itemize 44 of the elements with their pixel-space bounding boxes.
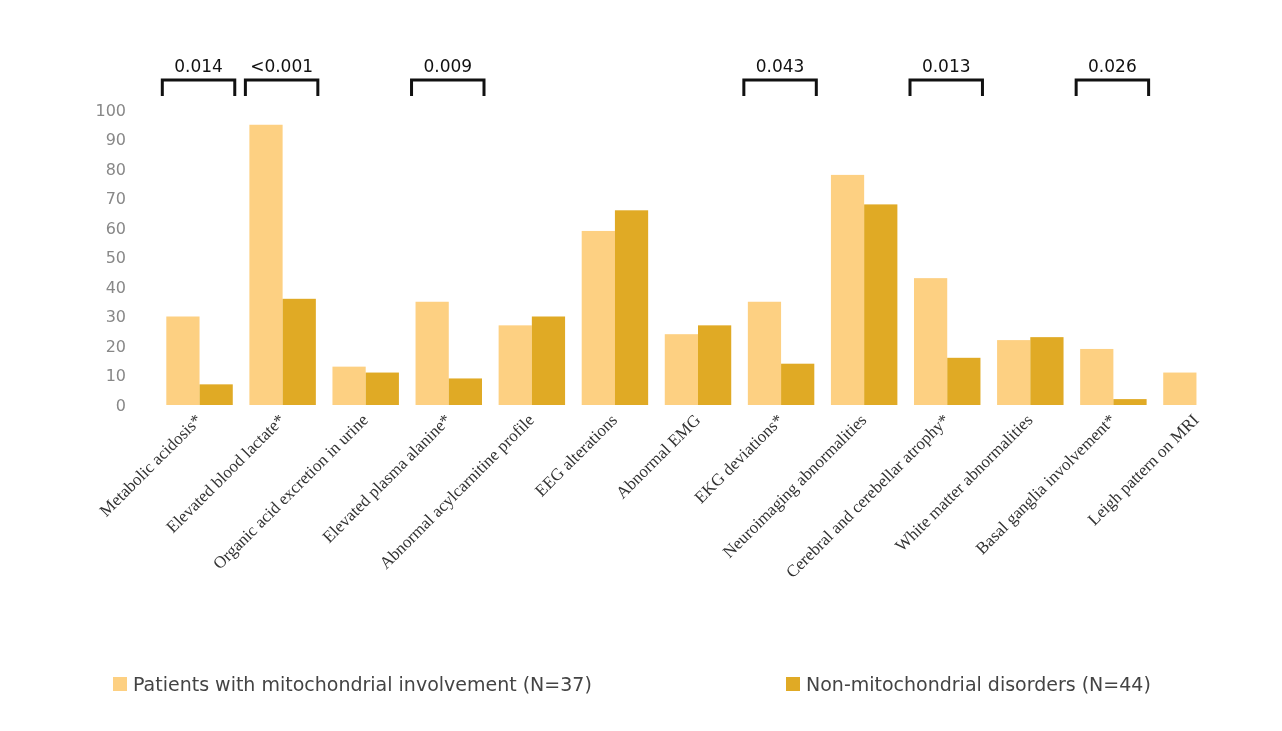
bar	[1030, 337, 1064, 405]
bar	[332, 366, 366, 405]
y-tick-label: 90	[105, 130, 126, 150]
y-tick-label: 10	[105, 366, 126, 386]
bar	[1113, 399, 1147, 405]
bar	[415, 301, 449, 405]
bar	[199, 384, 233, 405]
bar	[531, 316, 566, 405]
bar	[781, 363, 815, 405]
y-tick-label: 80	[105, 159, 126, 179]
y-tick-label: 50	[105, 248, 126, 268]
y-tick-label: 100	[95, 100, 126, 120]
legend-label: Non-mitochondrial disorders (N=44)	[806, 672, 1151, 695]
text: 0.013	[921, 56, 971, 76]
text: <0.001	[250, 56, 314, 76]
text: 0.014	[174, 56, 223, 76]
bar	[1163, 372, 1197, 405]
y-tick-label: 20	[105, 336, 126, 356]
y-tick-label: 40	[105, 277, 126, 297]
bar	[249, 124, 283, 405]
bar	[498, 325, 532, 405]
bar	[698, 325, 732, 405]
legend-label: Patients with mitochondrial involvement (N=37)	[133, 672, 592, 695]
bar	[947, 357, 981, 405]
text: 0.026	[1088, 56, 1137, 76]
y-tick-label: 30	[105, 307, 126, 327]
bar	[614, 210, 649, 405]
bar	[864, 204, 898, 405]
bar	[448, 378, 482, 405]
bar	[747, 301, 782, 405]
bar	[1080, 348, 1114, 405]
bar	[664, 334, 698, 405]
bar	[997, 340, 1031, 405]
bar	[581, 230, 615, 405]
bar	[830, 174, 865, 405]
bar	[282, 298, 316, 405]
text: 0.009	[423, 56, 473, 76]
text: 0.043	[755, 56, 805, 76]
bar	[166, 316, 200, 405]
bar	[365, 372, 399, 405]
bar	[914, 278, 948, 405]
y-tick-label: 70	[105, 189, 126, 209]
y-tick-label: 0	[115, 395, 126, 415]
y-tick-label: 60	[105, 218, 126, 238]
